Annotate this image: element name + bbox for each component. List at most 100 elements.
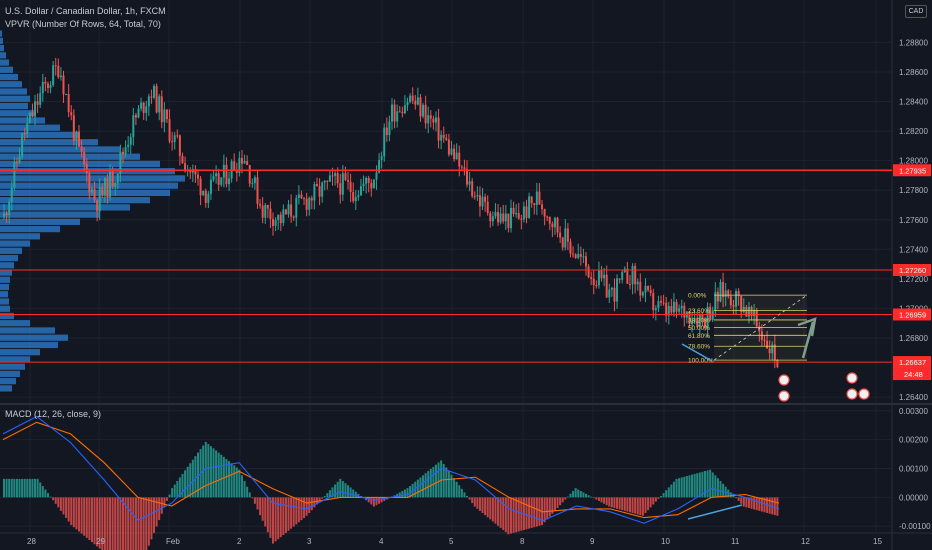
macd-histogram-bar	[44, 489, 47, 498]
macd-histogram-bar	[121, 497, 124, 550]
macd-histogram-bar	[134, 497, 137, 550]
macd-histogram-bar	[140, 497, 143, 550]
candle-body	[468, 181, 471, 185]
macd-histogram-bar	[566, 496, 569, 498]
candle-body	[427, 115, 430, 124]
macd-histogram-bar	[181, 473, 184, 498]
candle-body	[137, 108, 140, 118]
macd-indicator-label[interactable]: MACD (12, 26, close, 9)	[5, 409, 102, 419]
candle-body	[616, 278, 619, 302]
macd-histogram-bar	[551, 497, 554, 514]
candle-body	[284, 209, 287, 215]
symbol-title[interactable]: U.S. Dollar / Canadian Dollar, 1h, FXCM	[5, 6, 166, 16]
macd-histogram-bar	[709, 469, 712, 498]
macd-histogram-bar	[688, 475, 691, 498]
macd-histogram-bar	[96, 497, 99, 547]
macd-histogram-bar	[34, 478, 37, 498]
macd-histogram-bar	[665, 490, 668, 498]
macd-histogram-bar	[282, 497, 285, 536]
candle-body	[603, 274, 606, 279]
macd-histogram-bar	[287, 497, 290, 531]
candle-body	[352, 192, 355, 202]
candle-body	[357, 195, 360, 198]
time-axis[interactable]: 28 29 Feb 2 3 4 5 8 9 10 11 12 15	[27, 537, 882, 546]
macd-histogram-bar	[225, 458, 228, 498]
price-level-label: 1.26637	[899, 358, 926, 367]
candle-body	[683, 305, 686, 318]
candle-body	[96, 200, 99, 212]
fib-retracement-tool[interactable]: 0.00% 23.60% 38.20%50.00%61.80% 78.60% 100.0…	[688, 293, 808, 365]
candle-body	[569, 241, 572, 254]
candle-body	[466, 168, 468, 185]
macd-histogram-bar	[610, 497, 613, 508]
candle-body	[209, 179, 212, 194]
candle-body	[660, 301, 662, 303]
macd-histogram-bar	[719, 481, 722, 498]
macd-histogram-bar	[450, 474, 453, 498]
candle-body	[706, 306, 709, 328]
candle-body	[753, 309, 756, 316]
price-axis[interactable]: 1.28800 1.28600 1.28400 1.28200 1.28000 1.278…	[893, 38, 931, 402]
volume-profile-row	[0, 254, 18, 262]
macd-histogram-bar	[75, 497, 78, 530]
candle-body	[303, 198, 306, 200]
macd-histogram-bar	[147, 497, 150, 546]
candle-body	[481, 196, 484, 207]
vpvr-indicator-label[interactable]: VPVR (Number Of Rows, 64, Total, 70)	[5, 19, 161, 29]
trend-drawings[interactable]	[681, 317, 817, 362]
volume-profile-row	[0, 276, 10, 283]
price-level-tag	[893, 164, 931, 177]
macd-line	[2, 415, 780, 524]
macd-histogram-bar	[520, 497, 523, 531]
candle-body	[168, 119, 171, 142]
currency-badge[interactable]: CAD	[905, 5, 927, 18]
countdown-label: 24:48	[904, 370, 923, 379]
event-icons[interactable]	[778, 372, 870, 402]
volume-profile-row	[0, 139, 98, 146]
volume-profile-row	[0, 146, 120, 153]
macd-histogram-bar	[732, 495, 735, 498]
macd-histogram-bar	[660, 495, 663, 498]
macd-histogram-bar	[753, 497, 756, 510]
candle-body	[561, 237, 564, 248]
macd-tick-label: 0.00200	[899, 436, 928, 445]
candle-body	[269, 208, 272, 219]
macd-histogram-bar	[509, 497, 512, 534]
macd-histogram-bar	[145, 497, 148, 550]
price-tick-label: 1.28600	[899, 68, 928, 77]
macd-histogram-bar	[266, 497, 269, 533]
macd-histogram-bar	[758, 497, 761, 511]
macd-histogram-bar	[535, 497, 538, 527]
macd-histogram-bar	[401, 490, 404, 498]
candle-body	[458, 152, 461, 167]
time-tick-label: 12	[801, 537, 810, 546]
price-tick-label: 1.28200	[899, 127, 928, 136]
horizontal-levels[interactable]	[0, 169, 892, 363]
macd-histogram-bar	[72, 497, 75, 528]
macd-histogram-bar	[504, 497, 507, 533]
candle-body	[8, 202, 11, 216]
volume-profile-row	[0, 305, 10, 312]
candle-body	[670, 306, 673, 313]
candle-body	[171, 141, 174, 143]
price-level-tag	[893, 308, 931, 321]
candle-body	[18, 156, 21, 163]
candle-body	[199, 178, 202, 196]
macd-histogram-bar	[634, 497, 637, 514]
macd-histogram-bar	[339, 478, 342, 498]
candle-body	[636, 281, 639, 285]
macd-pane: 0.00300 0.00200 0.00100 0.00000 -0.00100	[0, 407, 931, 550]
macd-histogram-bar	[432, 466, 435, 498]
candle-body	[34, 101, 37, 117]
candle-body	[173, 135, 176, 142]
macd-histogram-bar	[36, 478, 39, 498]
candle-body	[434, 117, 437, 123]
candle-body	[766, 340, 769, 349]
candle-body	[49, 85, 52, 88]
volume-profile-row	[0, 370, 20, 378]
macd-histogram-bar	[486, 497, 489, 518]
macd-histogram-bar	[59, 497, 62, 511]
macd-histogram-bar	[440, 460, 443, 498]
